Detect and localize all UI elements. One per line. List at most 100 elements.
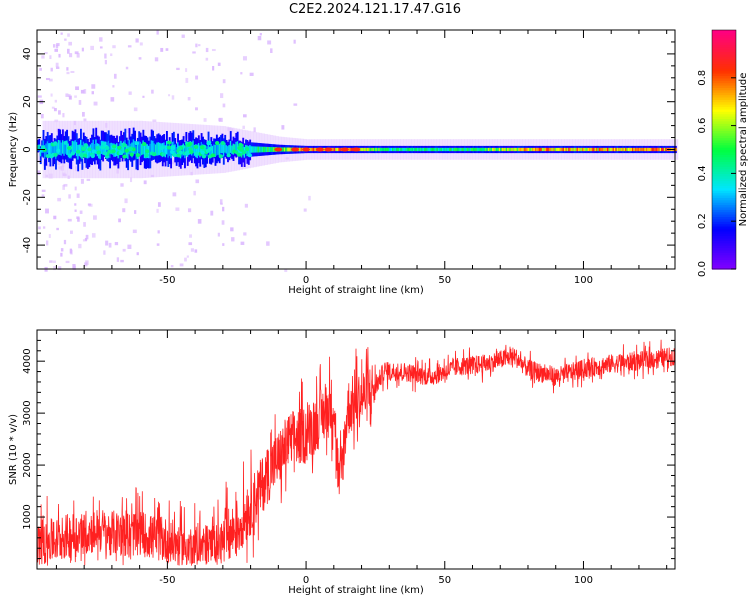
x-tick-label: 100: [574, 275, 593, 286]
ridge-inner: [651, 147, 654, 152]
ridge-inner: [412, 147, 415, 152]
ridge-blob: [67, 146, 72, 151]
y-tick-label: -20: [22, 189, 33, 205]
colorbar-cell: [712, 230, 736, 234]
noise-speck: [267, 40, 272, 45]
ridge-inner: [401, 147, 404, 152]
noise-speck: [104, 59, 107, 65]
colorbar-cell: [712, 223, 736, 227]
noise-speck: [187, 208, 192, 213]
ridge-inner: [484, 147, 487, 152]
ridge-inner: [511, 147, 514, 152]
ridge-inner: [156, 142, 159, 156]
x-tick-label: -50: [159, 275, 175, 286]
ridge-inner: [136, 144, 139, 160]
ridge-inner: [149, 143, 152, 159]
colorbar-cell: [712, 175, 736, 179]
ridge-blob: [124, 148, 129, 153]
ridge-inner: [254, 146, 257, 153]
ridge-inner: [645, 147, 648, 152]
ridge-inner: [300, 147, 303, 152]
noise-speck: [112, 85, 115, 88]
ridge-inner: [336, 147, 339, 152]
noise-speck: [58, 266, 62, 270]
ridge-inner: [650, 147, 652, 152]
noise-speck: [110, 97, 115, 102]
ridge-inner: [250, 146, 253, 153]
colorbar-cell: [712, 257, 736, 261]
noise-speck: [76, 193, 80, 198]
noise-speck: [74, 209, 77, 212]
ridge-blob: [70, 151, 75, 156]
ridge-inner: [580, 147, 583, 152]
ridge-inner: [249, 145, 252, 155]
noise-speck: [55, 44, 59, 49]
colorbar-cell: [712, 34, 736, 38]
ridge-inner: [648, 147, 651, 152]
noise-speck: [165, 48, 169, 51]
ridge-inner: [247, 146, 250, 157]
colorbar-cell: [712, 194, 736, 198]
noise-speck: [56, 227, 59, 231]
noise-speck: [120, 259, 124, 263]
noise-speck: [41, 55, 45, 59]
ridge-hotspot: [274, 147, 283, 152]
ridge-inner: [554, 147, 557, 152]
noise-speck: [205, 47, 209, 53]
colorbar-cell: [712, 154, 736, 158]
noise-speck: [195, 107, 198, 111]
ridge-blob: [91, 149, 96, 154]
ridge-inner: [258, 146, 261, 153]
ridge-blob: [161, 152, 166, 157]
ridge-inner: [332, 147, 335, 152]
ridge-blob: [152, 152, 157, 157]
ridge-inner: [425, 147, 428, 152]
y-tick-label: 20: [22, 95, 33, 108]
ridge-blob: [170, 146, 175, 151]
noise-speck: [74, 203, 77, 206]
ridge-blob: [166, 145, 172, 150]
noise-speck: [65, 260, 70, 264]
ridge-inner: [260, 146, 263, 153]
ridge-inner: [220, 142, 222, 154]
noise-speck: [240, 241, 245, 245]
noise-speck: [64, 38, 67, 41]
noise-speck: [93, 215, 97, 220]
noise-speck: [68, 53, 73, 58]
noise-speck: [50, 93, 53, 97]
ridge-inner: [168, 143, 171, 157]
ridge-hotspot: [290, 147, 299, 152]
ridge-inner: [380, 147, 383, 152]
noise-speck: [83, 89, 87, 94]
ridge-blob: [56, 148, 61, 153]
ridge-inner: [288, 147, 290, 152]
ridge-inner: [539, 147, 541, 152]
ridge-inner: [647, 147, 650, 152]
noise-speck: [189, 234, 192, 238]
noise-speck: [74, 186, 77, 191]
colorbar-cell: [712, 218, 736, 222]
ridge-inner: [426, 147, 429, 152]
ridge-inner: [473, 147, 476, 152]
ridge-inner: [570, 147, 573, 152]
ridge-inner: [573, 147, 576, 152]
ridge-inner: [634, 147, 637, 152]
ridge-inner: [221, 142, 224, 154]
ridge-blob: [107, 149, 112, 154]
colorbar-frame: [711, 29, 737, 270]
noise-speck: [63, 239, 67, 245]
ridge-inner: [555, 147, 558, 152]
noise-speck: [129, 177, 133, 183]
ridge-inner: [142, 140, 145, 155]
noise-speck: [138, 57, 142, 60]
noise-speck: [220, 93, 224, 99]
ridge-blob: [49, 154, 54, 159]
ridge-inner: [661, 147, 664, 152]
ridge-inner: [74, 140, 77, 154]
ridge-inner: [551, 147, 554, 152]
noise-speck: [198, 44, 201, 47]
ridge-inner: [43, 144, 46, 159]
noise-speck: [179, 263, 184, 267]
ridge-blob: [67, 153, 73, 158]
ridge-inner: [405, 147, 408, 152]
